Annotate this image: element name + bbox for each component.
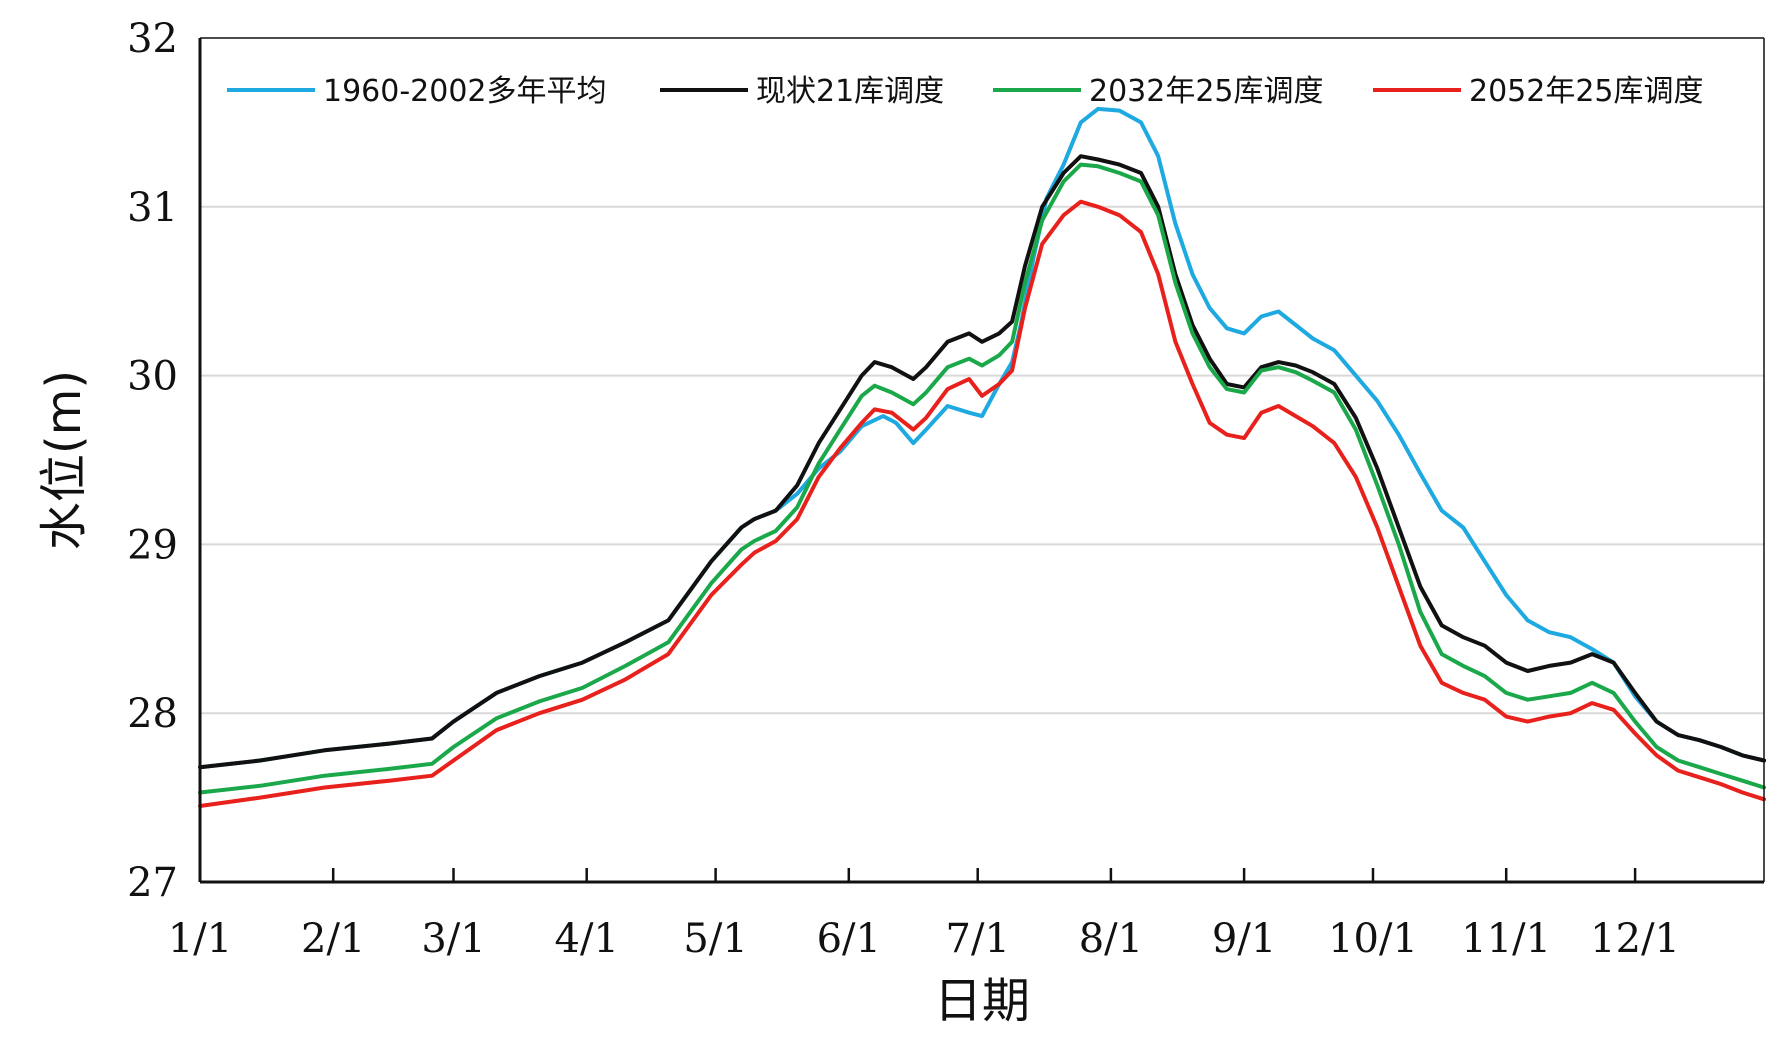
x-tick-label: 12/1: [1590, 916, 1680, 962]
x-tick-label: 11/1: [1461, 916, 1551, 962]
x-tick-label: 8/1: [1079, 916, 1143, 962]
x-tick-label: 10/1: [1328, 916, 1418, 962]
series-line-3: [198, 199, 1766, 808]
axes: [198, 37, 1765, 884]
y-tick-label: 29: [127, 522, 178, 568]
series-lines: [198, 106, 1766, 808]
y-tick-label: 32: [127, 16, 178, 62]
x-tick-label: 2/1: [301, 916, 365, 962]
series-line-1: [198, 154, 1766, 770]
legend-label-3: 2052年25库调度: [1469, 74, 1704, 109]
x-tick-label: 7/1: [946, 916, 1010, 962]
y-tick-label: 28: [127, 691, 178, 737]
x-tick-label: 6/1: [817, 916, 881, 962]
grid-lines: [200, 205, 1764, 715]
y-axis-title: 水位(m): [36, 370, 92, 550]
series-line-2: [198, 162, 1766, 795]
x-tick-label: 3/1: [421, 916, 485, 962]
legend: 1960-2002多年平均 现状21库调度 2032年25库调度 2052年25库调度: [227, 74, 1704, 109]
y-tick-label: 31: [127, 185, 178, 231]
y-tick-label: 27: [127, 860, 178, 906]
x-tick-label: 1/1: [168, 916, 232, 962]
x-tick-label: 4/1: [555, 916, 619, 962]
legend-label-0: 1960-2002多年平均: [323, 74, 607, 109]
legend-label-1: 现状21库调度: [756, 74, 944, 109]
axis-ticks: 27 28 29 30 31 32 1/1 2/1 3/1 4/1 5/1 6/1 7/1 8/1 9/1 1…: [127, 16, 1680, 962]
y-tick-label: 30: [127, 354, 178, 400]
x-axis-title: 日期: [934, 973, 1030, 1029]
x-tick-label: 9/1: [1212, 916, 1276, 962]
x-tick-label: 5/1: [683, 916, 747, 962]
legend-label-2: 2032年25库调度: [1089, 74, 1324, 109]
